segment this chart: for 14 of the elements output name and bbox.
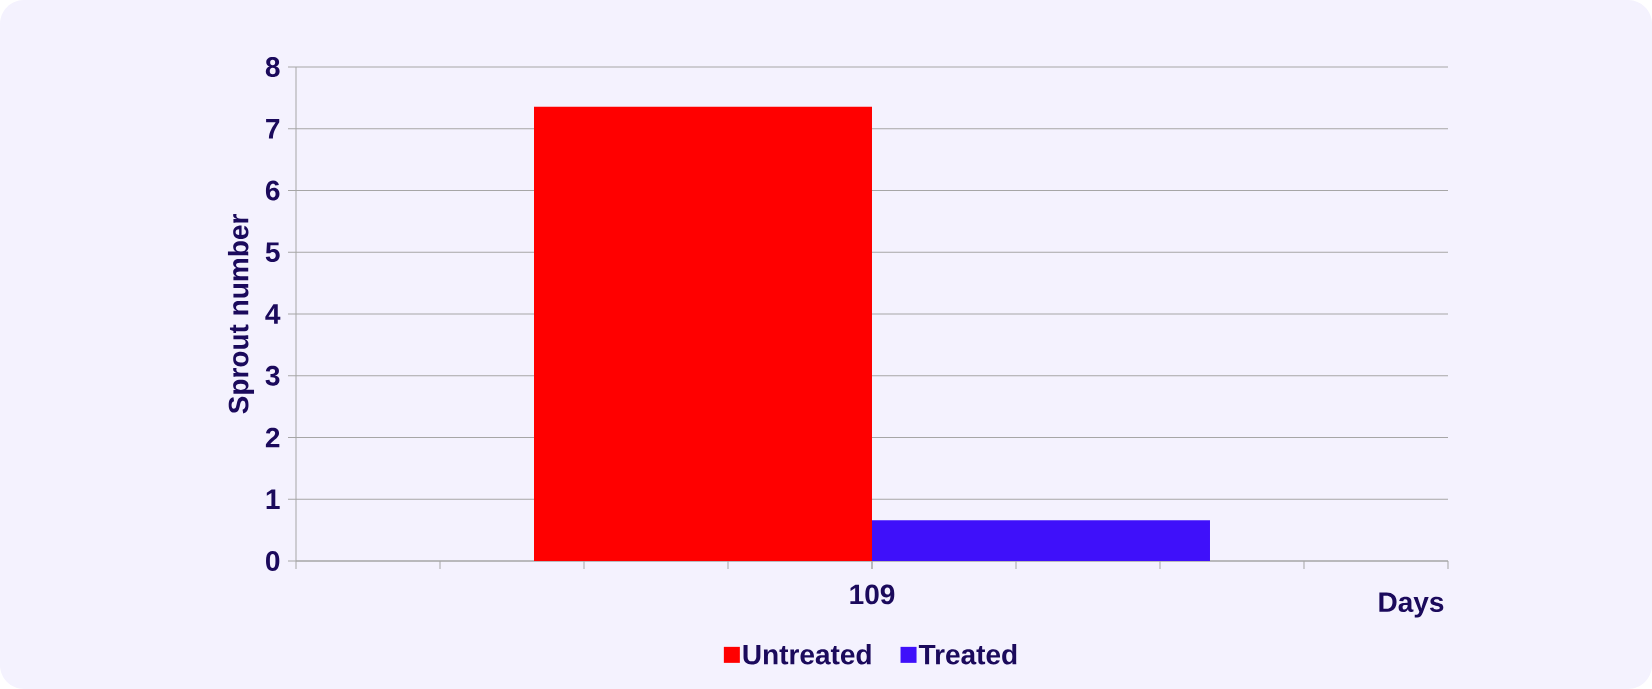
- y-axis-title: Sprout number: [227, 214, 255, 414]
- y-tick-label: 5: [265, 242, 280, 263]
- legend-label: Treated: [918, 643, 1017, 665]
- y-tick-label: 0: [266, 551, 280, 571]
- y-tick-label: 4: [265, 304, 281, 324]
- y-tick-label: 2: [265, 427, 280, 448]
- x-axis-title: Days: [1379, 592, 1444, 618]
- x-tick-label: 109: [850, 584, 895, 605]
- y-tick-label: 3: [265, 365, 280, 386]
- y-tick-label: 8: [265, 57, 280, 77]
- y-tick-label: 6: [265, 180, 280, 201]
- y-tick-label: 7: [266, 119, 280, 139]
- legend-label: Untreated: [743, 643, 871, 665]
- y-tick-label: 1: [266, 489, 280, 509]
